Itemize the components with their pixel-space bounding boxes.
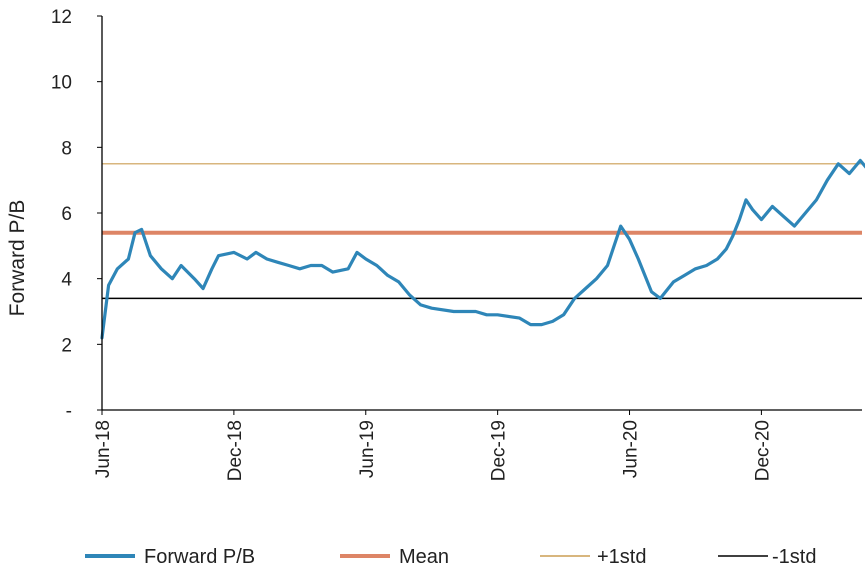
x-tick-label: Dec-18 xyxy=(225,420,246,481)
y-tick-label: 12 xyxy=(51,7,72,28)
axes xyxy=(101,16,862,411)
legend-minus1std: -1std xyxy=(718,546,816,568)
x-tick-label: Jun-20 xyxy=(621,420,642,478)
forward-pb-line xyxy=(100,158,865,340)
legend-mean-label: Mean xyxy=(399,546,449,568)
y-tick-label: 6 xyxy=(61,204,72,225)
series-layer xyxy=(100,158,865,340)
y-axis-title: Forward P/B xyxy=(6,200,29,317)
legend-forward-pb-label: Forward P/B xyxy=(144,546,255,568)
legend-mean: Mean xyxy=(340,546,449,568)
legend-forward-pb: Forward P/B xyxy=(85,546,255,568)
x-tick-label: Jun-18 xyxy=(93,420,114,478)
legend-plus1std-label: +1std xyxy=(597,546,646,568)
y-tick-label: - xyxy=(66,401,72,422)
x-tick-label: Jun-19 xyxy=(357,420,378,478)
y-tick-label: 10 xyxy=(51,73,72,94)
y-tick-label: 8 xyxy=(61,138,72,159)
legend: Forward P/B Mean +1std -1std xyxy=(85,546,816,568)
y-tick-label: 2 xyxy=(61,335,72,356)
x-tick-label: Dec-19 xyxy=(489,420,510,481)
legend-minus1std-label: -1std xyxy=(772,546,816,568)
reference-lines xyxy=(102,162,862,300)
x-tick-labels: Jun-18Dec-18Jun-19Dec-19Jun-20Dec-20Jun-… xyxy=(93,410,773,481)
y-tick-labels: - 2 4 6 8 10 12 xyxy=(51,7,102,422)
y-tick-label: 4 xyxy=(61,270,72,291)
x-tick-label: Dec-20 xyxy=(752,420,773,481)
legend-plus1std: +1std xyxy=(540,546,646,568)
